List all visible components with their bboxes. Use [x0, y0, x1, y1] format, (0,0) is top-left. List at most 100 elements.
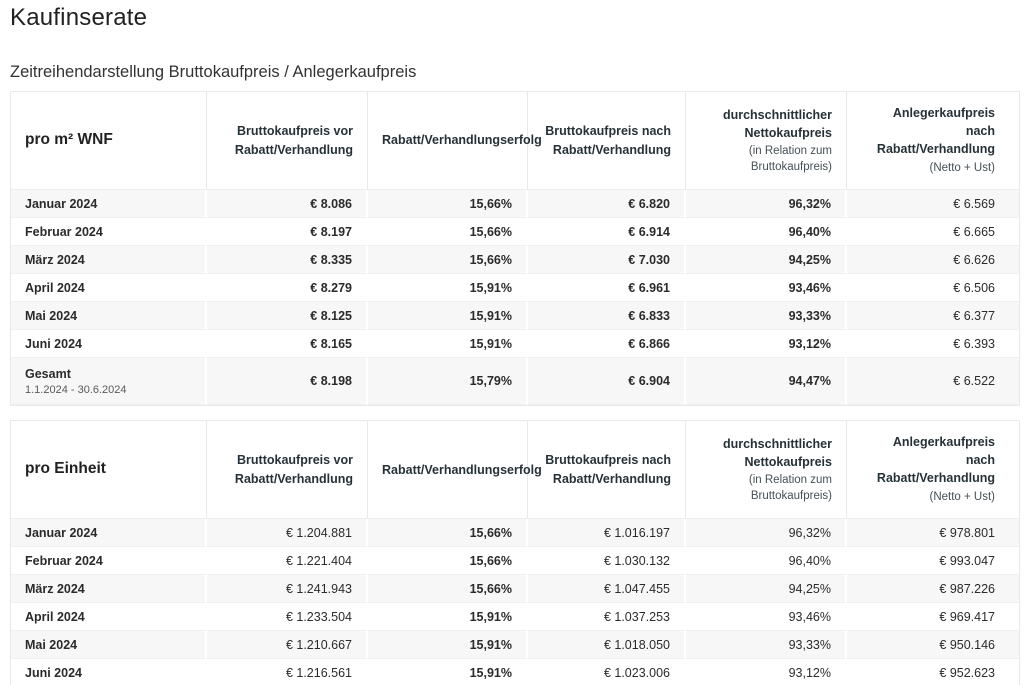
col-header-note: (in Relation zum Bruttokaufpreis) — [748, 144, 832, 173]
cell-brutto-nach: € 6.820 — [528, 190, 686, 219]
cell-brutto-vor: € 8.125 — [207, 302, 368, 331]
table-row: Januar 2024 € 1.204.881 15,66% € 1.016.1… — [11, 519, 1019, 548]
table-row: Mai 2024 € 8.125 15,91% € 6.833 93,33% €… — [11, 302, 1019, 331]
cell-period: März 2024 — [11, 575, 207, 604]
cell-period: Mai 2024 — [11, 302, 207, 331]
cell-netto: 96,40% — [686, 547, 847, 576]
cell-anleger: € 993.047 — [847, 547, 1019, 576]
cell-netto: 94,25% — [686, 246, 847, 275]
cell-rabatt: 15,79% — [368, 358, 528, 406]
table-label-pro-einheit: pro Einheit — [11, 421, 207, 520]
cell-rabatt: 15,91% — [368, 659, 528, 685]
cell-period: März 2024 — [11, 246, 207, 275]
cell-anleger: € 987.226 — [847, 575, 1019, 604]
cell-rabatt: 15,91% — [368, 631, 528, 660]
col-header-note: (Netto + Ust) — [929, 491, 995, 504]
cell-brutto-nach: € 7.030 — [528, 246, 686, 275]
col-header-label: durchschnittlicher Nettokaufpreis — [722, 437, 832, 470]
cell-netto: 96,32% — [686, 519, 847, 548]
cell-brutto-vor: € 8.197 — [207, 218, 368, 247]
cell-rabatt: 15,66% — [368, 218, 528, 247]
table-row: Juni 2024 € 8.165 15,91% € 6.866 93,12% … — [11, 330, 1019, 359]
cell-netto: 96,40% — [686, 218, 847, 247]
col-header-note: (Netto + Ust) — [929, 162, 995, 175]
col-header-rabatt: Rabatt/Verhandlungserfolg — [368, 421, 542, 520]
cell-brutto-nach: € 1.030.132 — [528, 547, 686, 576]
col-header-brutto-nach: Bruttokaufpreis nach Rabatt/Verhandlung — [528, 421, 686, 520]
cell-brutto-nach: € 6.904 — [528, 358, 686, 406]
table-row: Januar 2024 € 8.086 15,66% € 6.820 96,32… — [11, 190, 1019, 219]
cell-period: April 2024 — [11, 603, 207, 632]
col-header-label: Bruttokaufpreis vor Rabatt/Verhandlung — [234, 453, 353, 486]
cell-netto: 96,32% — [686, 190, 847, 219]
cell-brutto-vor: € 8.086 — [207, 190, 368, 219]
cell-brutto-nach: € 6.833 — [528, 302, 686, 331]
table-row: Februar 2024 € 1.221.404 15,66% € 1.030.… — [11, 547, 1019, 576]
total-date-range: 1.1.2024 - 30.6.2024 — [25, 383, 127, 396]
col-header-brutto-vor: Bruttokaufpreis vor Rabatt/Verhandlung — [207, 92, 368, 191]
table-row: Juni 2024 € 1.216.561 15,91% € 1.023.006… — [11, 659, 1019, 685]
cell-period: Januar 2024 — [11, 190, 207, 219]
cell-period: Juni 2024 — [11, 330, 207, 359]
page-subtitle: Zeitreihendarstellung Bruttokaufpreis / … — [10, 63, 417, 81]
cell-anleger: € 6.626 — [847, 246, 1019, 275]
cell-brutto-nach: € 6.914 — [528, 218, 686, 247]
col-header-note: (in Relation zum Bruttokaufpreis) — [748, 473, 832, 502]
cell-brutto-nach: € 1.016.197 — [528, 519, 686, 548]
cell-brutto-vor: € 8.279 — [207, 274, 368, 303]
cell-netto: 94,47% — [686, 358, 847, 406]
cell-period: Gesamt 1.1.2024 - 30.6.2024 — [11, 358, 207, 406]
cell-brutto-nach: € 6.961 — [528, 274, 686, 303]
cell-netto: 93,33% — [686, 631, 847, 660]
cell-anleger: € 6.393 — [847, 330, 1019, 359]
cell-brutto-nach: € 6.866 — [528, 330, 686, 359]
col-header-label: Bruttokaufpreis nach Rabatt/Verhandlung — [545, 124, 671, 157]
table-row: Februar 2024 € 8.197 15,66% € 6.914 96,4… — [11, 218, 1019, 247]
cell-rabatt: 15,91% — [368, 274, 528, 303]
table-header-row: pro Einheit Bruttokaufpreis vor Rabatt/V… — [11, 421, 1019, 520]
col-header-label: Anlegerkaufpreis nach Rabatt/Verhandlung — [876, 435, 995, 486]
cell-netto: 93,12% — [686, 330, 847, 359]
col-header-netto: durchschnittlicher Nettokaufpreis (in Re… — [686, 421, 847, 520]
col-header-label: Bruttokaufpreis vor Rabatt/Verhandlung — [234, 124, 353, 157]
cell-anleger: € 6.569 — [847, 190, 1019, 219]
cell-netto: 93,33% — [686, 302, 847, 331]
cell-anleger: € 6.522 — [847, 358, 1019, 406]
cell-rabatt: 15,66% — [368, 190, 528, 219]
cell-brutto-vor: € 8.198 — [207, 358, 368, 406]
cell-brutto-vor: € 1.210.667 — [207, 631, 368, 660]
cell-rabatt: 15,66% — [368, 519, 528, 548]
cell-period: Januar 2024 — [11, 519, 207, 548]
cell-anleger: € 6.377 — [847, 302, 1019, 331]
cell-brutto-vor: € 8.335 — [207, 246, 368, 275]
cell-period: Mai 2024 — [11, 631, 207, 660]
table-row: März 2024 € 1.241.943 15,66% € 1.047.455… — [11, 575, 1019, 604]
cell-period: April 2024 — [11, 274, 207, 303]
cell-brutto-vor: € 1.204.881 — [207, 519, 368, 548]
cell-rabatt: 15,91% — [368, 330, 528, 359]
page-title: Kaufinserate — [10, 4, 148, 31]
table-label-pro-m2-wnf: pro m² WNF — [11, 92, 207, 191]
col-header-label: durchschnittlicher Nettokaufpreis — [722, 108, 832, 141]
cell-rabatt: 15,66% — [368, 575, 528, 604]
report-page: Kaufinserate Zeitreihendarstellung Brutt… — [0, 4, 1024, 685]
col-header-label: Rabatt/Verhandlungserfolg — [382, 133, 542, 148]
cell-anleger: € 952.623 — [847, 659, 1019, 685]
col-header-anleger: Anlegerkaufpreis nach Rabatt/Verhandlung… — [847, 421, 1019, 520]
cell-brutto-vor: € 1.216.561 — [207, 659, 368, 685]
cell-netto: 93,46% — [686, 603, 847, 632]
table-row: April 2024 € 1.233.504 15,91% € 1.037.25… — [11, 603, 1019, 632]
cell-anleger: € 950.146 — [847, 631, 1019, 660]
cell-period: Februar 2024 — [11, 218, 207, 247]
total-label: Gesamt — [25, 366, 71, 381]
cell-period: Juni 2024 — [11, 659, 207, 685]
cell-anleger: € 978.801 — [847, 519, 1019, 548]
cell-rabatt: 15,66% — [368, 547, 528, 576]
col-header-label: Anlegerkaufpreis nach Rabatt/Verhandlung — [876, 106, 995, 157]
cell-rabatt: 15,66% — [368, 246, 528, 275]
table-row: April 2024 € 8.279 15,91% € 6.961 93,46%… — [11, 274, 1019, 303]
table-row-total: Gesamt 1.1.2024 - 30.6.2024 € 8.198 15,79… — [11, 358, 1019, 406]
table-header-row: pro m² WNF Bruttokaufpreis vor Rabatt/Ve… — [11, 92, 1019, 191]
cell-anleger: € 6.665 — [847, 218, 1019, 247]
table-pro-m2-wnf: pro m² WNF Bruttokaufpreis vor Rabatt/Ve… — [10, 91, 1020, 407]
